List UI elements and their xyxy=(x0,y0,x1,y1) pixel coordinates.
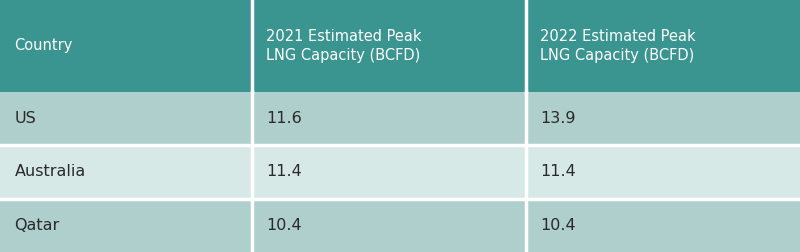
Text: 11.4: 11.4 xyxy=(541,165,576,179)
Text: Qatar: Qatar xyxy=(14,218,60,233)
Bar xyxy=(252,199,526,252)
Text: Country: Country xyxy=(14,39,73,53)
Text: 2022 Estimated Peak
LNG Capacity (BCFD): 2022 Estimated Peak LNG Capacity (BCFD) xyxy=(541,29,696,63)
Text: 11.4: 11.4 xyxy=(266,165,302,179)
Text: US: US xyxy=(14,111,36,126)
Bar xyxy=(526,0,800,92)
Bar xyxy=(526,145,800,199)
Bar xyxy=(252,145,526,199)
Bar xyxy=(0,92,252,145)
Text: 10.4: 10.4 xyxy=(266,218,302,233)
Text: 2021 Estimated Peak
LNG Capacity (BCFD): 2021 Estimated Peak LNG Capacity (BCFD) xyxy=(266,29,422,63)
Bar xyxy=(0,145,252,199)
Bar xyxy=(526,92,800,145)
Bar xyxy=(0,0,252,92)
Text: 10.4: 10.4 xyxy=(541,218,576,233)
Bar xyxy=(252,0,526,92)
Bar xyxy=(0,199,252,252)
Text: 13.9: 13.9 xyxy=(541,111,576,126)
Text: Australia: Australia xyxy=(14,165,86,179)
Bar xyxy=(252,92,526,145)
Text: 11.6: 11.6 xyxy=(266,111,302,126)
Bar xyxy=(526,199,800,252)
